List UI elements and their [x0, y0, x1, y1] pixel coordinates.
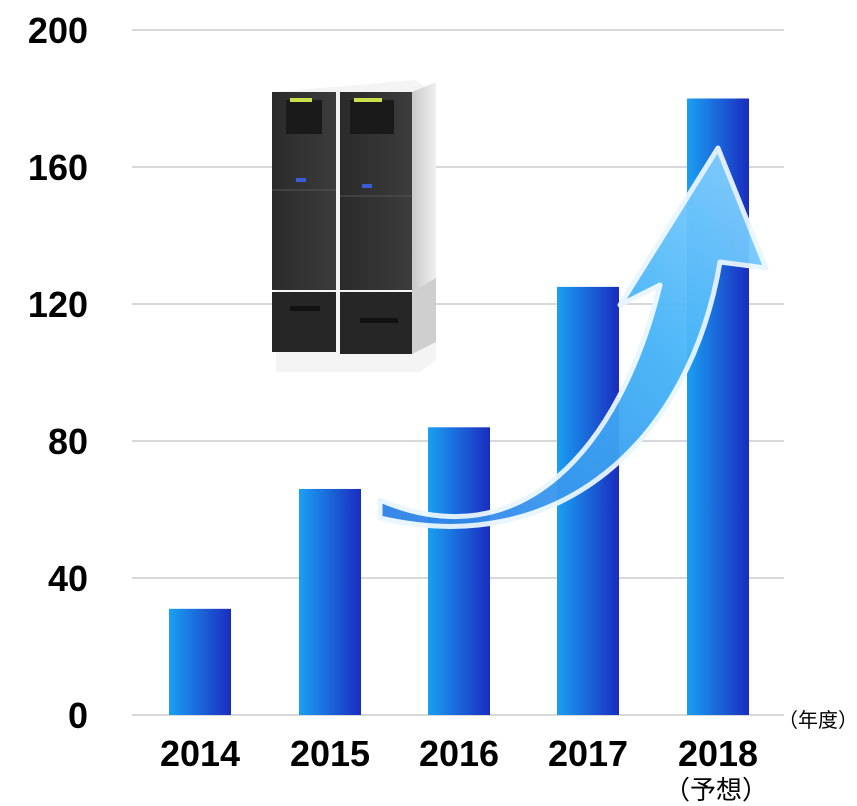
- bar-2014: [169, 608, 231, 715]
- y-tick-label: 80: [48, 421, 88, 462]
- x-tick-label: 2015: [290, 733, 370, 774]
- bar-2015: [299, 488, 361, 715]
- x-tick-label: 2018: [678, 733, 758, 774]
- y-tick-label: 160: [28, 147, 88, 188]
- bar-2016: [428, 427, 490, 715]
- x-tick-label: 2016: [419, 733, 499, 774]
- y-tick-label: 0: [68, 695, 88, 736]
- upward-trend-arrow: [377, 145, 769, 529]
- y-axis-ticks: 0 40 80 120 160 200: [28, 10, 88, 736]
- x-tick-label: 2017: [548, 733, 628, 774]
- x-tick-sublabel: （予想）: [664, 776, 768, 806]
- cash-machine-photo: [272, 80, 436, 372]
- x-unit-label: （年度）: [778, 708, 857, 732]
- x-tick-label: 2014: [160, 733, 240, 774]
- y-tick-label: 200: [28, 10, 88, 51]
- y-tick-label: 120: [28, 284, 88, 325]
- y-tick-label: 40: [48, 558, 88, 599]
- x-axis-labels: 2014 2015 2016 2017 2018（予想）: [160, 733, 768, 806]
